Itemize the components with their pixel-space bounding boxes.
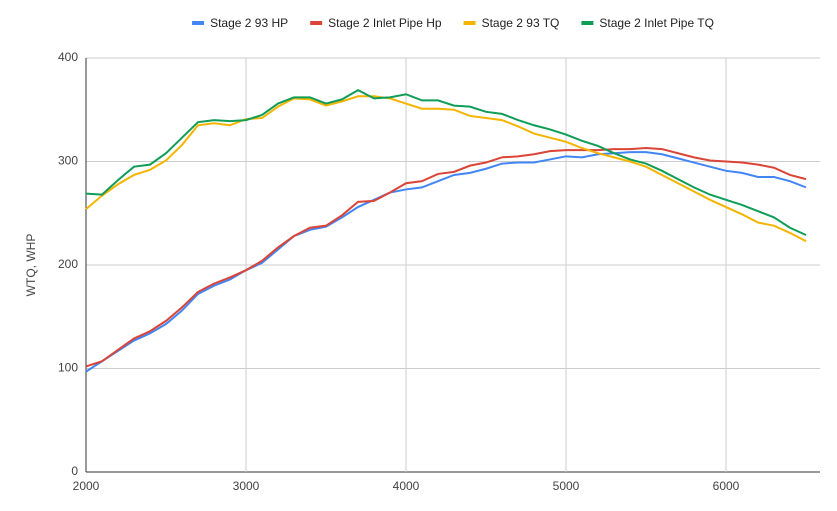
legend-swatch: [463, 21, 476, 25]
y-tick-label: 0: [71, 464, 78, 478]
legend-label: Stage 2 93 TQ: [482, 16, 560, 30]
series-line: [85, 147, 807, 368]
x-tick-label: 6000: [713, 479, 740, 493]
legend-label: Stage 2 Inlet Pipe Hp: [328, 16, 442, 30]
legend-swatch: [310, 21, 323, 25]
y-tick-label: 200: [58, 257, 78, 271]
y-tick-label: 300: [58, 154, 78, 168]
legend-swatch: [581, 21, 594, 25]
series-line: [85, 151, 807, 373]
y-tick-label: 100: [58, 361, 78, 375]
y-tick-label: 400: [58, 50, 78, 64]
legend-label: Stage 2 Inlet Pipe TQ: [599, 16, 714, 30]
series-line: [85, 95, 807, 243]
y-axis-label: WTQ, WHP: [24, 234, 38, 297]
legend-swatch: [192, 21, 205, 25]
series-line: [85, 88, 807, 236]
legend-item: Stage 2 93 HP: [192, 16, 288, 30]
x-tick-label: 4000: [393, 479, 420, 493]
x-tick-label: 5000: [553, 479, 580, 493]
legend-item: Stage 2 Inlet Pipe TQ: [581, 16, 714, 30]
legend-label: Stage 2 93 HP: [210, 16, 288, 30]
legend-item: Stage 2 93 TQ: [463, 16, 560, 30]
x-tick-label: 2000: [73, 479, 100, 493]
legend: Stage 2 93 HP Stage 2 Inlet Pipe Hp Stage …: [192, 16, 714, 30]
x-tick-label: 3000: [233, 479, 260, 493]
legend-item: Stage 2 Inlet Pipe Hp: [310, 16, 442, 30]
